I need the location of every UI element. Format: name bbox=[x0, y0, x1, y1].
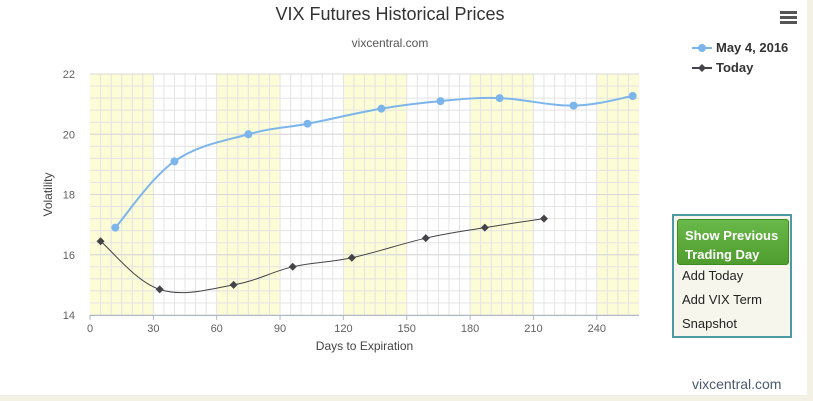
chart-title: VIX Futures Historical Prices bbox=[275, 4, 504, 24]
data-point bbox=[288, 262, 297, 271]
y-tick-label: 20 bbox=[63, 129, 75, 141]
data-point bbox=[377, 104, 386, 113]
data-point bbox=[170, 157, 179, 166]
data-point bbox=[436, 97, 445, 106]
x-tick-label: 180 bbox=[461, 323, 479, 335]
show-previous-trading-day-button[interactable]: Show Previous Trading Day bbox=[677, 219, 789, 265]
y-axis-title: Volatility bbox=[41, 172, 55, 216]
watermark: vixcentral.com bbox=[692, 376, 782, 392]
y-tick-label: 18 bbox=[63, 190, 75, 202]
legend-circle-icon bbox=[692, 44, 712, 52]
x-axis-title: Days to Expiration bbox=[316, 339, 413, 353]
x-tick-label: 150 bbox=[398, 323, 416, 335]
data-point bbox=[244, 130, 253, 139]
data-point bbox=[495, 94, 504, 103]
x-tick-label: 210 bbox=[524, 323, 542, 335]
legend-label: Today bbox=[716, 60, 754, 75]
x-tick-label: 120 bbox=[334, 323, 352, 335]
legend-item-may-4-2016[interactable]: May 4, 2016 bbox=[692, 40, 804, 60]
data-point bbox=[111, 223, 120, 232]
legend-label: May 4, 2016 bbox=[716, 40, 789, 55]
series-line-0 bbox=[114, 95, 633, 229]
data-point bbox=[569, 101, 578, 110]
x-tick-label: 90 bbox=[274, 323, 286, 335]
chart-menu-icon[interactable] bbox=[776, 6, 802, 28]
legend: May 4, 2016 Today bbox=[692, 40, 804, 80]
chart-plot: 0 30 60 90 120 150 180 210 240 14 16 18 20 22 VIX Futu… bbox=[41, 4, 639, 353]
data-point bbox=[155, 285, 164, 294]
x-tick-label: 30 bbox=[147, 323, 159, 335]
add-today-button[interactable]: Add Today bbox=[682, 268, 744, 283]
legend-diamond-icon bbox=[692, 64, 712, 72]
data-point bbox=[628, 91, 637, 100]
data-point bbox=[229, 280, 238, 289]
add-vix-term-button[interactable]: Add VIX Term bbox=[682, 292, 762, 307]
y-tick-label: 14 bbox=[63, 310, 75, 322]
chart-subtitle: vixcentral.com bbox=[352, 36, 429, 50]
data-point bbox=[539, 214, 548, 223]
data-point bbox=[480, 223, 489, 232]
data-point bbox=[96, 237, 105, 246]
x-tick-label: 60 bbox=[211, 323, 223, 335]
options-panel: Show Previous Trading Day Add Today Add … bbox=[672, 214, 792, 338]
data-point bbox=[303, 119, 312, 128]
y-tick-label: 16 bbox=[63, 250, 75, 262]
snapshot-button[interactable]: Snapshot bbox=[682, 316, 737, 331]
x-tick-label: 0 bbox=[87, 323, 93, 335]
y-tick-label: 22 bbox=[63, 69, 75, 81]
legend-item-today[interactable]: Today bbox=[692, 60, 804, 80]
chart-container: 0 30 60 90 120 150 180 210 240 14 16 18 20 22 VIX Futu… bbox=[0, 0, 807, 395]
x-tick-label: 240 bbox=[588, 323, 606, 335]
data-point bbox=[347, 253, 356, 262]
data-point bbox=[421, 234, 430, 243]
